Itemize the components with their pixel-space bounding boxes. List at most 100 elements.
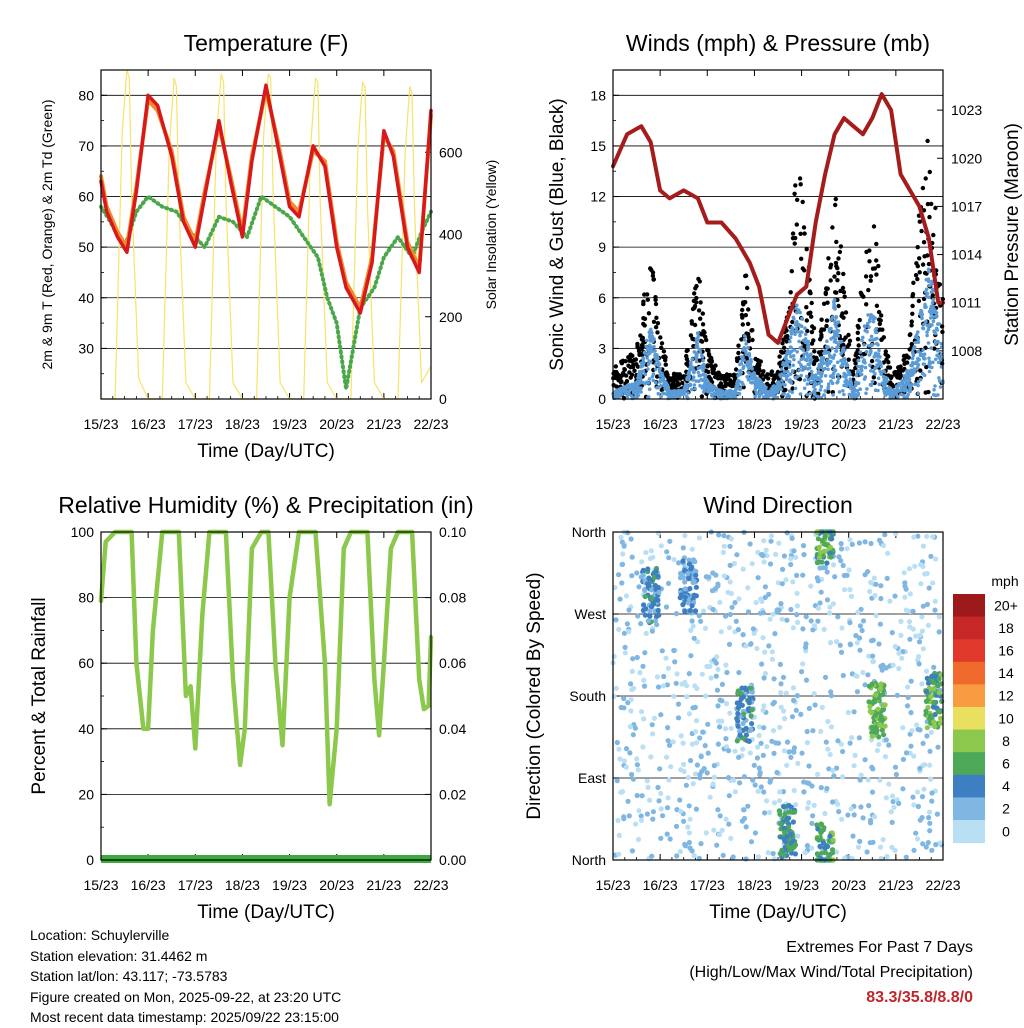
- direction-point: [777, 789, 783, 795]
- direction-point: [789, 714, 796, 720]
- direction-point: [748, 685, 754, 691]
- wind-point: [752, 371, 756, 375]
- gust-point: [734, 356, 740, 361]
- direction-point: [852, 752, 858, 759]
- direction-point: [629, 668, 635, 675]
- wind-point: [684, 383, 688, 388]
- direction-point: [731, 560, 738, 567]
- direction-point: [721, 573, 728, 579]
- gust-point: [798, 231, 803, 236]
- wind-point: [745, 375, 749, 379]
- direction-point: [724, 669, 730, 676]
- direction-point: [762, 584, 769, 590]
- direction-point: [723, 662, 729, 668]
- direction-point: [715, 666, 721, 673]
- wind-point: [914, 360, 919, 365]
- temperature-title: Temperature (F): [184, 30, 349, 56]
- wind-point: [929, 282, 934, 287]
- wind-point: [882, 369, 886, 374]
- gust-point: [879, 313, 884, 318]
- direction-point: [621, 630, 628, 636]
- precip-line: [101, 855, 431, 863]
- wind-point: [652, 344, 656, 349]
- direction-point: [715, 581, 721, 587]
- direction-point: [908, 743, 914, 749]
- direction-point: [903, 607, 909, 613]
- wind-point: [916, 340, 921, 345]
- direction-point: [867, 588, 873, 595]
- gust-point: [745, 285, 750, 291]
- wind-point: [836, 320, 841, 324]
- gust-point: [646, 311, 652, 316]
- wind-point: [781, 382, 785, 386]
- direction-point: [622, 644, 628, 650]
- gust-point: [790, 231, 796, 236]
- direction-point: [877, 621, 884, 627]
- wind-point: [736, 373, 740, 378]
- wind-point: [743, 349, 748, 354]
- wind-point: [862, 377, 867, 381]
- direction-point: [898, 632, 904, 639]
- gust-point: [736, 350, 741, 356]
- gust-point: [804, 318, 809, 323]
- gust-point: [872, 266, 878, 271]
- direction-point: [920, 646, 926, 652]
- wind-point: [930, 301, 935, 305]
- direction-point: [778, 821, 784, 827]
- direction-point: [794, 603, 801, 609]
- direction-point: [754, 645, 760, 652]
- direction-point: [920, 603, 926, 609]
- winds-ytick-right-label: 1020: [951, 150, 982, 166]
- direction-point: [674, 853, 680, 859]
- direction-point: [663, 604, 670, 610]
- wind-point: [812, 383, 817, 388]
- direction-point: [686, 830, 693, 836]
- direction-point: [809, 783, 815, 789]
- direction-point: [823, 739, 829, 745]
- wind-point: [639, 386, 643, 391]
- gust-point: [841, 290, 847, 295]
- direction-point: [809, 845, 815, 851]
- wind-point: [856, 369, 860, 373]
- direction-point: [833, 849, 840, 855]
- wind-point: [689, 362, 693, 366]
- direction-point: [847, 587, 853, 593]
- wind-point: [904, 380, 909, 385]
- wind-point: [810, 374, 814, 379]
- wind-point: [803, 326, 807, 331]
- wind-point: [789, 354, 793, 359]
- direction-point: [928, 713, 934, 719]
- direction-frame: [612, 531, 944, 861]
- winds-chart: Winds (mph) & Pressure (mb)0369121518100…: [547, 30, 1023, 462]
- direction-point: [889, 844, 895, 850]
- direction-point: [748, 713, 754, 719]
- gust-point: [811, 338, 816, 343]
- direction-point: [735, 705, 742, 711]
- direction-point: [830, 767, 836, 774]
- gust-point: [840, 285, 846, 291]
- temperature-ytick-right-label: 0: [439, 391, 447, 407]
- gust-point: [684, 356, 690, 362]
- wind-point: [700, 386, 705, 390]
- direction-point: [784, 762, 790, 768]
- direction-point: [714, 687, 721, 693]
- wind-point: [934, 315, 938, 319]
- direction-point: [756, 724, 762, 730]
- gust-point: [659, 387, 664, 393]
- direction-point: [745, 585, 751, 591]
- direction-point: [783, 577, 789, 583]
- wind-point: [635, 395, 639, 399]
- direction-point: [804, 843, 811, 849]
- gust-point: [834, 263, 839, 269]
- direction-point: [685, 774, 692, 781]
- direction-point: [650, 599, 657, 606]
- direction-point: [649, 628, 656, 634]
- direction-point: [868, 540, 874, 547]
- wind-point: [831, 393, 835, 397]
- direction-point: [791, 745, 798, 751]
- direction-point: [923, 698, 930, 705]
- gust-point: [855, 330, 860, 335]
- gust-point: [802, 231, 807, 236]
- wind-point: [836, 329, 841, 333]
- direction-point: [766, 591, 772, 598]
